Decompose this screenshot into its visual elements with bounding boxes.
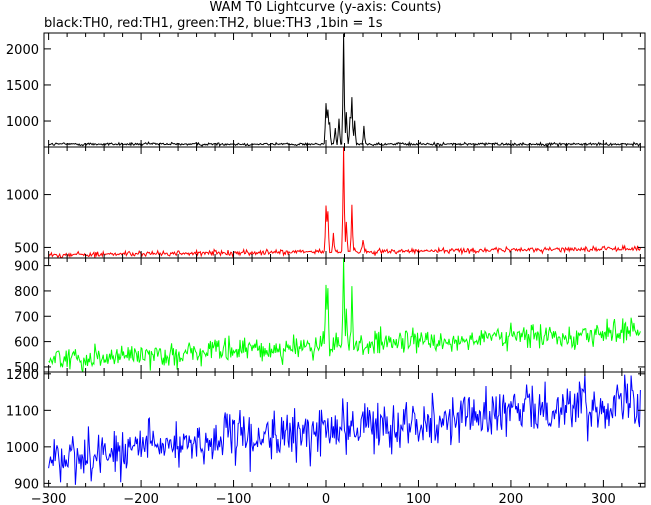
- y-tick-label: 1500: [6, 79, 39, 94]
- y-tick-label: 1000: [6, 189, 39, 204]
- chart-subtitle: black:TH0, red:TH1, green:TH2, blue:TH3 …: [44, 16, 383, 31]
- x-tick-label: −200: [123, 492, 159, 505]
- y-tick-label: 500: [14, 241, 39, 256]
- series-line-th0: [48, 33, 641, 148]
- y-tick-label: 700: [14, 310, 39, 325]
- series-line-th1: [48, 146, 641, 259]
- y-tick-label: 1200: [6, 368, 39, 383]
- y-tick-label: 1100: [6, 404, 39, 419]
- y-tick-label: 900: [14, 477, 39, 492]
- x-tick-label: 100: [406, 492, 431, 505]
- series-line-th2: [48, 257, 641, 373]
- y-tick-label: 800: [14, 285, 39, 300]
- y-tick-label: 900: [14, 260, 39, 275]
- y-tick-label: 1000: [6, 441, 39, 456]
- y-tick-label: 600: [14, 336, 39, 351]
- x-tick-label: 200: [499, 492, 524, 505]
- y-tick-label: 2000: [6, 43, 39, 58]
- x-tick-label: −300: [31, 492, 67, 505]
- x-tick-label: 300: [591, 492, 616, 505]
- y-tick-label: 1000: [6, 115, 39, 130]
- x-tick-label: −100: [216, 492, 252, 505]
- x-tick-label: 0: [322, 492, 330, 505]
- series-line-th3: [48, 374, 641, 485]
- chart-title: WAM T0 Lightcurve (y-axis: Counts): [209, 0, 442, 15]
- y-tick-label: 500: [14, 361, 39, 376]
